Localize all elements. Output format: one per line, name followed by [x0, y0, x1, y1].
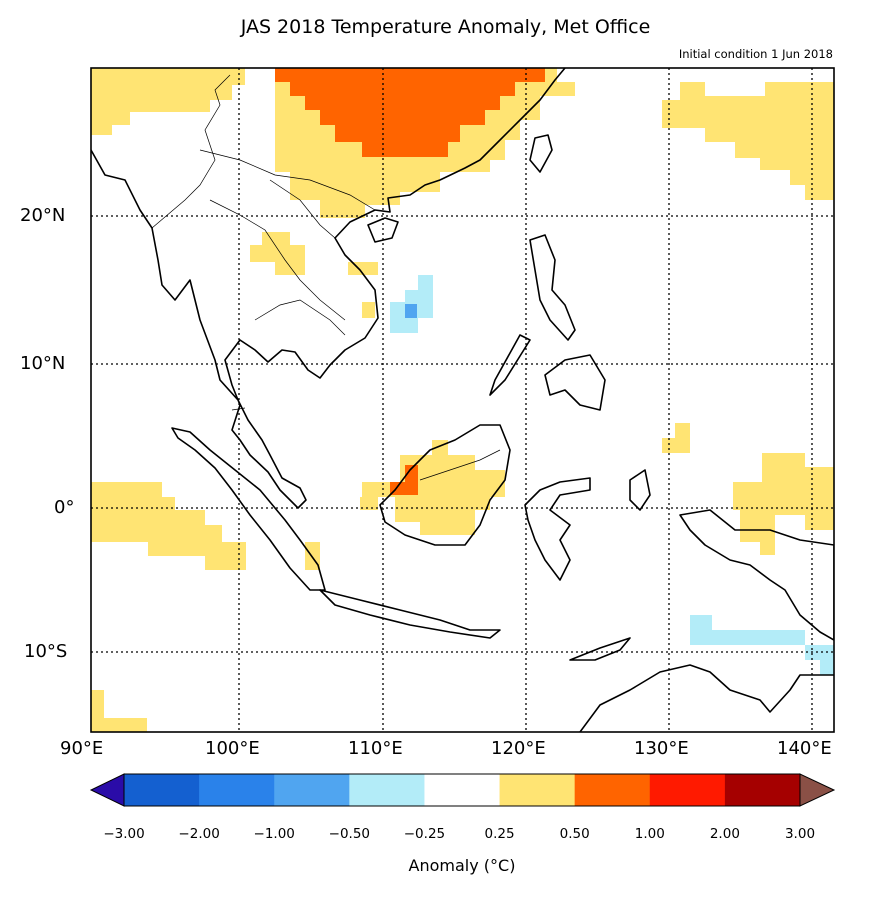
coast-new-guinea [679, 509, 834, 641]
colorbar-tick-label: −0.25 [403, 826, 446, 842]
border-myanmar-thailand [151, 74, 231, 229]
colorbar-segment [124, 774, 200, 806]
warm-region-taiwan [475, 155, 490, 172]
warm-region-north-myanmar [91, 68, 245, 125]
colorbar-tick-label: 0.50 [559, 826, 590, 842]
coast-mainland-asia [91, 68, 566, 509]
colorbar-segment [574, 774, 651, 806]
border-cambodia [254, 299, 346, 336]
map-title: JAS 2018 Temperature Anomaly, Met Office [240, 16, 651, 38]
colorbar-under-extend [89, 773, 125, 807]
colorbar-tick-label: −0.50 [328, 826, 371, 842]
coastlines [91, 68, 834, 732]
coast-palawan [489, 334, 531, 396]
warm-region-nw-pacific [662, 82, 834, 200]
colorbar-over-extend [799, 773, 836, 807]
lat-label-10n: 10°N [20, 353, 66, 374]
colorbar-segment [274, 774, 350, 806]
colorbar-tick-label: 0.25 [484, 826, 515, 842]
graticule [91, 68, 834, 732]
warm-region-sundaland [360, 497, 378, 510]
warm-region-west-pacific-eq [733, 453, 834, 555]
colorbar-tick-label: 3.00 [784, 826, 816, 842]
colorbar-tick-label: −1.00 [253, 826, 295, 842]
lon-label-130e: 130°E [634, 738, 689, 759]
colorbar-segment [349, 774, 425, 806]
lat-label-equator: 0° [54, 497, 75, 518]
lon-label-140e: 140°E [777, 738, 832, 759]
coast-philippines-mindanao [544, 354, 606, 411]
cool-region-arafura [690, 615, 834, 675]
colorbar [89, 773, 836, 807]
coast-borneo [379, 424, 511, 546]
warm-region-bay-of-bengal [91, 115, 112, 135]
colorbar-tick-label: −2.00 [178, 826, 220, 842]
coast-sumatra [171, 427, 326, 591]
strong-warm-region-china [275, 68, 545, 157]
initial-condition-label: Initial condition 1 Jun 2018 [678, 47, 833, 61]
colorbar-segment [199, 774, 275, 806]
coast-philippines-luzon [529, 234, 576, 341]
coast-taiwan [529, 134, 553, 173]
colorbar-segment [724, 774, 801, 806]
colorbar-tick-label: −3.00 [103, 826, 145, 842]
coast-hainan [367, 217, 399, 243]
border-laos-vietnam [269, 179, 336, 239]
map-frame [90, 67, 835, 733]
colorbar-label: Anomaly (°C) [408, 856, 516, 875]
lon-label-110e: 110°E [348, 738, 403, 759]
coast-timor [569, 637, 631, 661]
anomaly-field [91, 68, 834, 732]
warm-region-indian-ocean [91, 482, 246, 570]
lat-label-10s: 10°S [24, 641, 68, 662]
border-thailand-laos [209, 199, 346, 321]
border-borneo-internal [419, 449, 501, 481]
colorbar-tick-label: 2.00 [709, 826, 740, 842]
border-china-south [199, 149, 376, 211]
colorbar-segment [424, 774, 501, 806]
colorbar-frame [123, 773, 801, 807]
lon-label-100e: 100°E [205, 738, 260, 759]
cool-region-core [405, 304, 417, 318]
lat-label-20n: 20°N [20, 205, 66, 226]
colorbar-segment [649, 774, 726, 806]
coast-halmahera [629, 469, 651, 511]
warm-region-laos [250, 232, 305, 275]
lon-label-120e: 120°E [491, 738, 546, 759]
coast-australia [579, 664, 834, 732]
warm-region-sulawesi-sea [662, 423, 690, 453]
coast-java [319, 589, 501, 639]
cool-anomaly-cells [390, 275, 834, 675]
warm-region-south-indian [91, 690, 147, 732]
colorbar-tick-label: 1.00 [634, 826, 665, 842]
colorbar-segment [499, 774, 576, 806]
warm-region-cambodia [362, 302, 375, 318]
lon-label-90e: 90°E [60, 738, 104, 759]
coast-sulawesi [524, 477, 591, 581]
country-borders [151, 74, 501, 481]
